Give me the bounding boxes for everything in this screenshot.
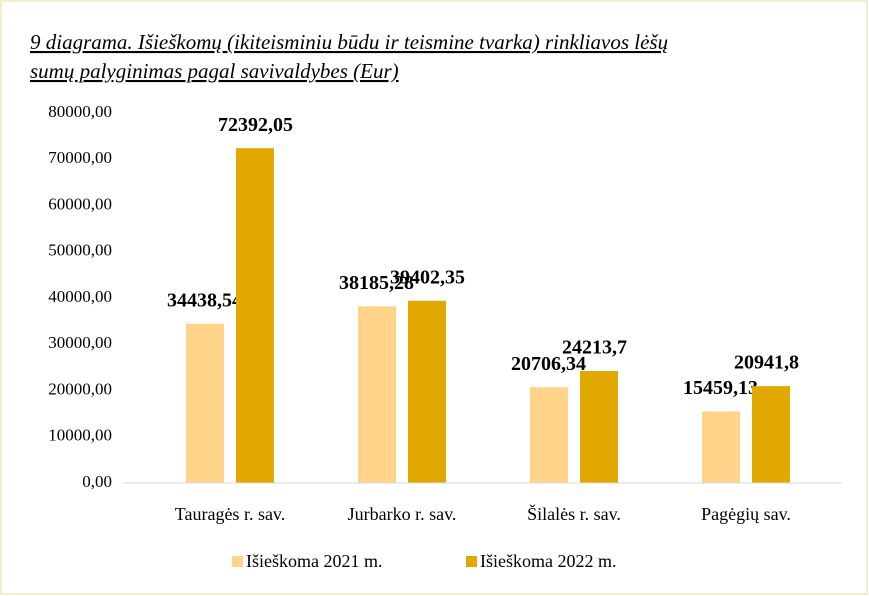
legend-swatch xyxy=(232,556,243,567)
bar xyxy=(186,323,224,483)
value-label: 24213,7 xyxy=(562,337,627,359)
legend-label: Išieškoma 2021 m. xyxy=(246,551,383,571)
x-tick-label: Jurbarko r. sav. xyxy=(348,504,457,524)
y-tick-label: 60000,00 xyxy=(48,194,112,213)
chart-title: 9 diagrama. Išieškomų (ikiteisminiu būdu… xyxy=(30,30,668,54)
value-label: 15459,13 xyxy=(683,377,758,399)
x-tick-label: Pagėgių sav. xyxy=(701,504,791,524)
value-label: 20706,34 xyxy=(511,353,586,375)
value-label: 72392,05 xyxy=(218,114,293,136)
value-label: 39402,35 xyxy=(390,266,465,288)
value-label: 34438,54 xyxy=(167,289,242,311)
bar xyxy=(752,386,790,483)
bar xyxy=(580,371,618,483)
x-tick-label: Tauragės r. sav. xyxy=(175,504,286,524)
bar xyxy=(530,387,568,483)
y-tick-label: 30000,00 xyxy=(48,333,112,352)
y-tick-label: 20000,00 xyxy=(48,379,112,398)
legend-swatch xyxy=(466,556,477,567)
y-tick-label: 50000,00 xyxy=(48,241,112,260)
legend-label: Išieškoma 2022 m. xyxy=(480,551,617,571)
value-label: 20941,8 xyxy=(734,352,799,374)
bar xyxy=(408,300,446,483)
bar xyxy=(358,306,396,483)
bar xyxy=(236,148,274,483)
y-tick-label: 80000,00 xyxy=(48,102,112,121)
y-tick-label: 40000,00 xyxy=(48,287,112,306)
y-tick-label: 70000,00 xyxy=(48,148,112,167)
value-label: 38185,28 xyxy=(339,272,414,294)
bar xyxy=(702,411,740,483)
y-tick-label: 10000,00 xyxy=(48,426,112,445)
x-tick-label: Šilalės r. sav. xyxy=(527,503,621,524)
chart-title: sumų palyginimas pagal savivaldybes (Eur… xyxy=(30,59,399,83)
y-tick-label: 0,00 xyxy=(82,472,112,491)
